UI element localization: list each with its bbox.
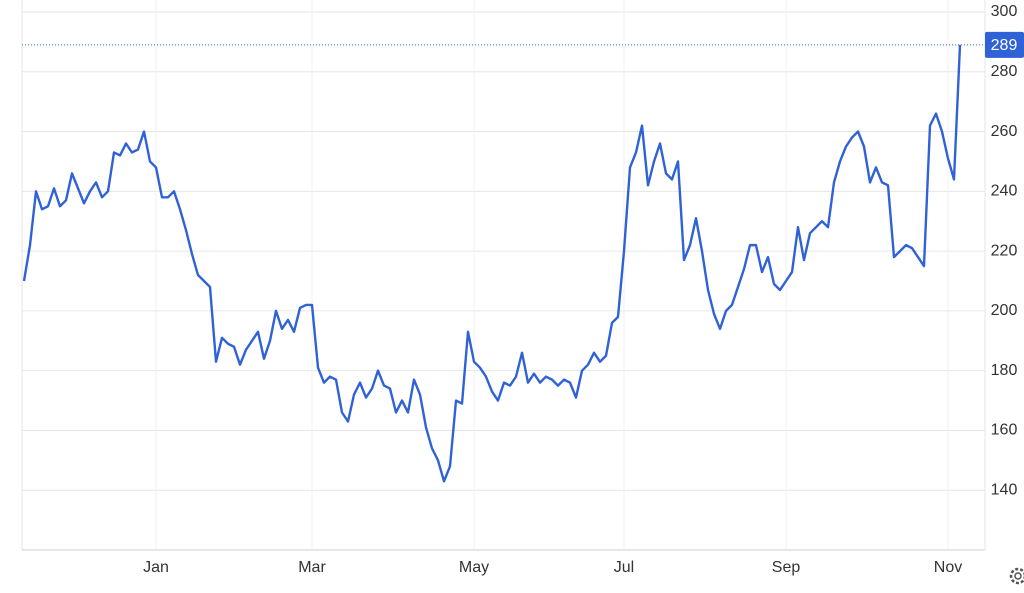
y-tick-label: 160 [991,422,1018,439]
x-tick-label: May [459,559,489,576]
y-tick-label: 260 [991,123,1018,140]
gear-teeth [1009,567,1024,585]
last-value-badge [985,31,1024,58]
gear-hub [1014,572,1022,580]
x-tick-label: Nov [934,559,962,576]
y-tick-label: 200 [991,302,1018,319]
y-tick-label: 140 [991,481,1018,498]
price-line [22,44,962,483]
last-value-label: 289 [991,37,1018,54]
y-tick-label: 240 [991,183,1018,200]
x-tick-label: Mar [298,559,326,576]
y-tick-label: 220 [991,242,1018,259]
x-tick-label: Sep [772,559,801,576]
y-tick-label: 280 [991,63,1018,80]
settings-icon[interactable] [1009,567,1024,585]
y-tick-label: 180 [991,362,1018,379]
x-tick-label: Jan [143,559,169,576]
x-tick-label: Jul [614,559,634,576]
y-tick-label: 300 [991,3,1018,20]
